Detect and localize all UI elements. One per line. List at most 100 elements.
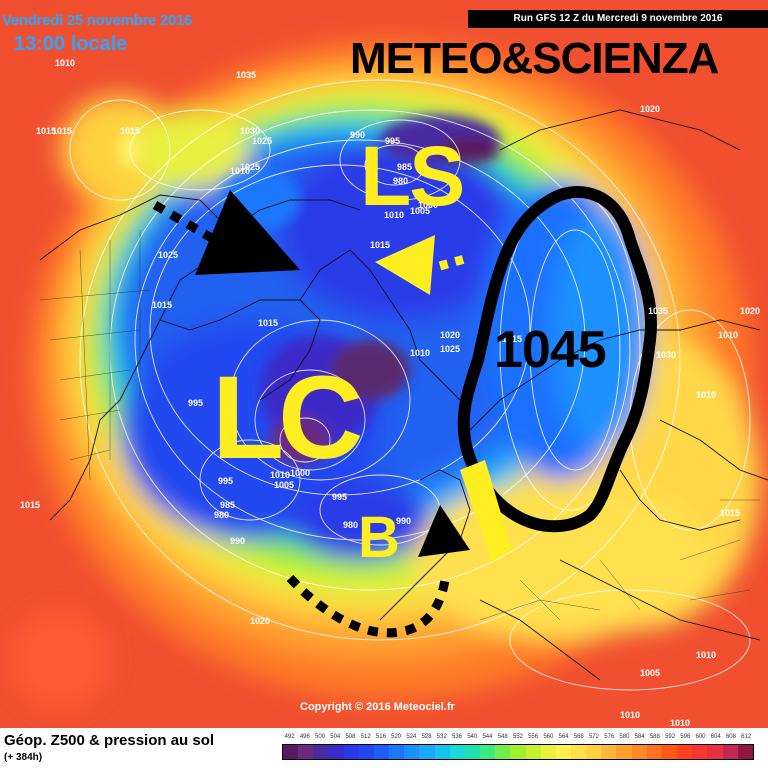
legend-label: 540 (467, 734, 478, 740)
dotted-track-atlantic (286, 574, 450, 638)
run-info: Run GFS 12 Z du Mercredi 9 novembre 2016 (468, 10, 768, 28)
legend-swatch (404, 745, 420, 759)
isobar-label: 1010 (696, 390, 717, 400)
yellow-stroke-europe (460, 460, 512, 562)
chart-title: Géop. Z500 & pression au sol (4, 732, 215, 749)
legend-swatch (631, 745, 647, 759)
legend-swatch (480, 745, 496, 759)
forecast-date: Vendredi 25 novembre 2016 (2, 12, 193, 29)
brand-title: METEO&SCIENZA (350, 34, 719, 83)
isobar-label: 995 (188, 398, 204, 408)
legend-label: 588 (649, 734, 660, 740)
annotation-lc: LC (212, 352, 363, 484)
isobar-label: 990 (350, 130, 366, 140)
isobar-label: 1010 (384, 210, 405, 220)
annotation-b: B (358, 505, 400, 570)
isobar-label: 1015 (258, 318, 279, 328)
isobar-label: 1005 (640, 668, 661, 678)
forecast-range: (+ 384h) (4, 752, 43, 763)
isobar-label: 1010 (55, 58, 76, 68)
legend-swatch (555, 745, 571, 759)
isobar-label: 1000 (418, 200, 439, 210)
legend-swatch (283, 745, 299, 759)
isobar-label: 1020 (250, 616, 271, 626)
legend-label: 512 (360, 734, 371, 740)
legend-label: 592 (665, 734, 676, 740)
isobar-label: 1035 (648, 306, 669, 316)
legend-label: 528 (421, 734, 432, 740)
legend-swatch (298, 745, 314, 759)
legend-swatch (540, 745, 556, 759)
isobar-label: 990 (396, 516, 412, 526)
isobar-label: 1010 (670, 718, 691, 728)
legend-swatch (570, 745, 587, 759)
copyright: Copyright © 2016 Meteociel.fr (300, 701, 455, 713)
isobar-label: 1010 (696, 650, 717, 660)
isobar-label: 1015 (120, 126, 141, 136)
legend-label: 560 (543, 734, 554, 740)
legend-label: 568 (573, 734, 584, 740)
legend-label: 524 (406, 734, 417, 740)
isobar-label: 1005 (410, 206, 431, 216)
legend-swatch (449, 745, 465, 759)
legend-labels: 492 496 500 504 508 512 516 520 524 528 532 536 540 5… (282, 730, 754, 744)
annotation-high-value: 1045 (494, 321, 607, 379)
isobar-label: 995 (385, 136, 401, 146)
isobar-label: 1015 (52, 126, 73, 136)
legend-swatch (510, 745, 526, 759)
annotation-ls: LS (360, 129, 465, 223)
color-legend: 492 496 500 504 508 512 516 520 524 528 532 536 540 5… (282, 730, 754, 760)
legend-label: 556 (528, 734, 539, 740)
legend-swatch (707, 745, 723, 759)
isobar-label: 990 (230, 536, 246, 546)
legend-swatch (601, 745, 617, 759)
isobar-label: 980 (343, 520, 359, 530)
legend-swatch (328, 745, 344, 759)
legend-label: 600 (695, 734, 706, 740)
legend-label: 572 (588, 734, 599, 740)
legend-swatch (722, 745, 738, 759)
legend-swatch (616, 745, 632, 759)
forecast-local-time: 13:00 locale (14, 33, 128, 55)
legend-swatch (419, 745, 435, 759)
legend-swatch (373, 745, 390, 759)
isobar-label: 1015 (370, 240, 391, 250)
legend-label: 520 (391, 734, 402, 740)
isobar-label: 1005 (274, 480, 295, 490)
isobar-label: 1035 (236, 70, 257, 80)
isobar-label: 985 (397, 162, 413, 172)
legend-label: 576 (604, 734, 615, 740)
legend-swatch (434, 745, 450, 759)
legend-swatch (464, 745, 481, 759)
legend-label: 536 (452, 734, 463, 740)
legend-swatch (389, 745, 405, 759)
legend-label: 504 (330, 734, 341, 740)
legend-label: 500 (315, 734, 326, 740)
isobar-label: 1015 (152, 300, 173, 310)
isobar-label: 1015 (20, 500, 41, 510)
legend-swatch (525, 745, 541, 759)
legend-label: 604 (710, 734, 721, 740)
isobar-label: 1010 (270, 470, 291, 480)
isobar-label: 1020 (740, 306, 761, 316)
isobar-label: 1020 (640, 104, 661, 114)
isobar-label: 980 (214, 510, 230, 520)
legend-label: 544 (482, 734, 493, 740)
isobar-label: 1020 (440, 330, 461, 340)
legend-swatch (586, 745, 602, 759)
legend-label: 492 (284, 734, 295, 740)
legend-swatch (313, 745, 329, 759)
legend-swatch (358, 745, 374, 759)
black-arrow-europe (418, 505, 470, 557)
isobar-label: 995 (218, 476, 234, 486)
legend-label: 508 (345, 734, 356, 740)
isobar-label: 1010 (230, 166, 251, 176)
legend-label: 564 (558, 734, 569, 740)
legend-color-bar (282, 744, 754, 760)
legend-label: 516 (375, 734, 386, 740)
legend-swatch (646, 745, 662, 759)
legend-label: 532 (436, 734, 447, 740)
legend-label: 608 (725, 734, 736, 740)
isobar-label: 1030 (240, 126, 261, 136)
